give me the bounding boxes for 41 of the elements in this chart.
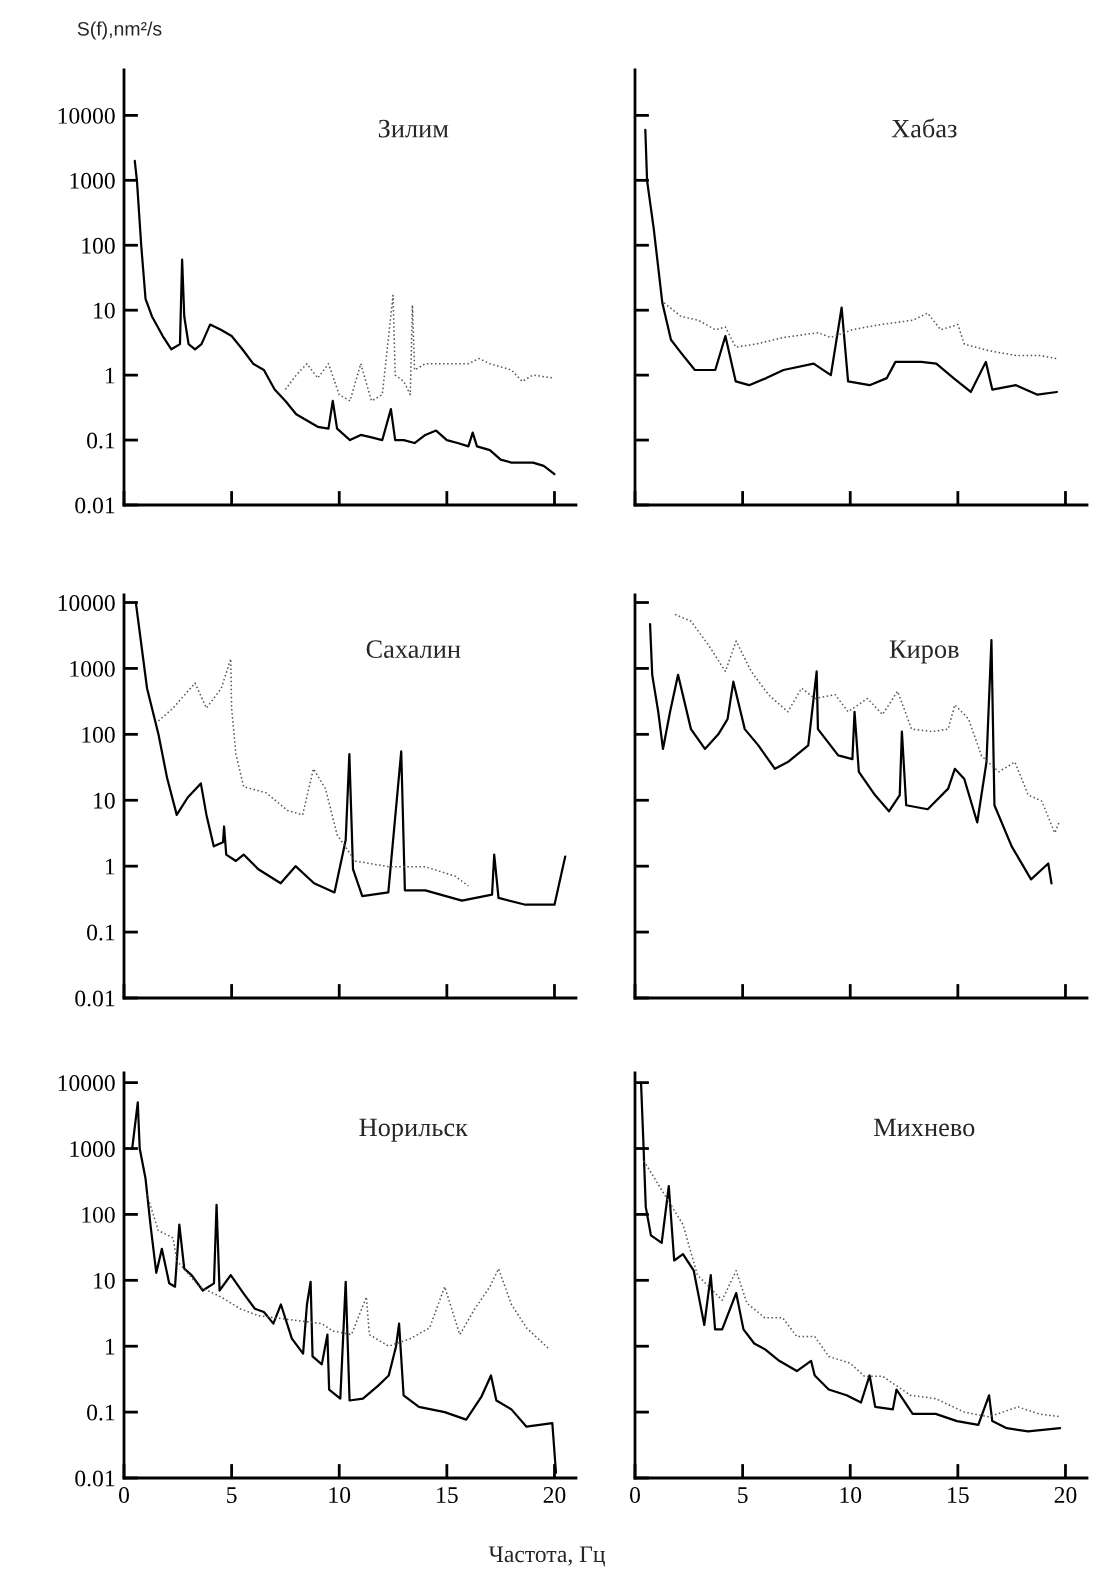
x-tick-label: 15 — [948, 1487, 969, 1503]
text: Хабаз — [891, 118, 957, 138]
x-tick-label: 5 — [227, 1487, 237, 1503]
y-tick-label: 10000 — [58, 107, 115, 124]
y-tick-label: 1 — [105, 367, 115, 384]
text: Киров — [889, 640, 959, 664]
y-tick-label: 0.01 — [75, 990, 115, 1007]
x-tick-label: 0 — [630, 1487, 640, 1503]
x-tick-label: 20 — [1054, 1487, 1077, 1503]
x-tick-label: 10 — [329, 1487, 351, 1503]
y-tick-label: 0.01 — [75, 1470, 115, 1487]
text: Норильск — [359, 1118, 468, 1142]
y-tick-label: 10 — [94, 792, 115, 809]
y-tick-label: 0.1 — [87, 1404, 115, 1421]
y-tick-label: 100 — [82, 726, 115, 743]
y-tick-label: 100 — [82, 237, 115, 254]
line-series — [146, 1193, 549, 1349]
line-series — [157, 658, 470, 887]
text: Сахалин — [366, 640, 461, 659]
x-axis-title: Частота, Гц — [488, 1546, 605, 1567]
x-tick-label: 5 — [738, 1487, 748, 1503]
y-tick-label: 10000 — [58, 1075, 115, 1092]
y-tick-label: 10 — [94, 1272, 115, 1289]
y-tick-label: 1000 — [70, 172, 115, 189]
x-tick-label: 10 — [840, 1487, 862, 1503]
x-tick-label: 0 — [119, 1487, 129, 1503]
y-tick-label: 100 — [82, 1206, 115, 1223]
y-tick-label: 10000 — [58, 595, 115, 611]
y-axis-title: S(f),nm²/s — [77, 21, 162, 40]
y-tick-label: 1 — [105, 858, 115, 875]
y-tick-label: 1000 — [70, 1141, 115, 1157]
text: Зилим — [378, 119, 449, 138]
text: Михнево — [873, 1118, 975, 1137]
y-tick-label: 1000 — [70, 660, 115, 677]
y-tick-label: 10 — [94, 302, 115, 319]
y-tick-label: 1 — [105, 1338, 115, 1355]
y-tick-label: 0.1 — [87, 924, 115, 941]
y-tick-label: 0.01 — [75, 497, 115, 514]
x-tick-label: 20 — [543, 1487, 566, 1503]
x-tick-label: 15 — [437, 1487, 458, 1503]
y-tick-label: 0.1 — [87, 432, 115, 449]
